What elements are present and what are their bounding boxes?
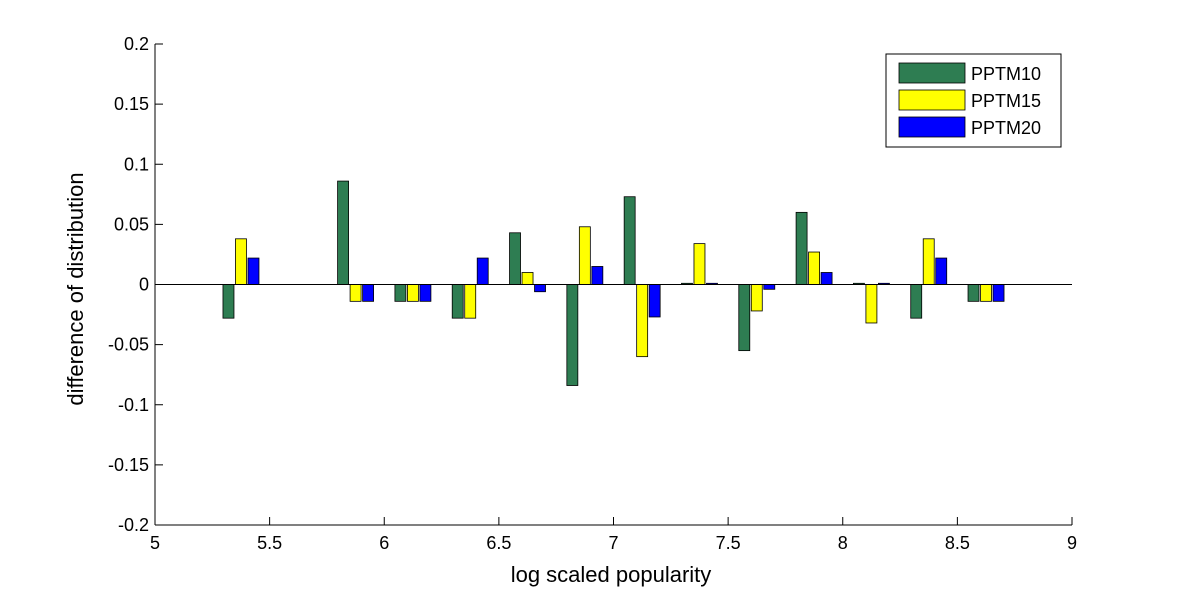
bar-pptm15-11 [922, 238, 935, 285]
x-tick-label: 6 [379, 533, 389, 553]
y-tick-label: -0.1 [118, 395, 149, 415]
x-axis-title: log scaled popularity [511, 562, 712, 587]
legend-swatch-pptm15 [898, 89, 966, 111]
bar-pptm15-0 [235, 238, 247, 285]
bar-pptm20-12 [992, 284, 1005, 302]
y-tick-label: -0.05 [108, 335, 149, 355]
x-tick-label: 5.5 [257, 533, 282, 553]
y-tick-label: -0.15 [108, 455, 149, 475]
y-tick-label: 0.1 [124, 154, 149, 174]
legend-label-pptm15: PPTM15 [971, 91, 1041, 111]
x-tick-label: 7.5 [716, 533, 741, 553]
bar-pptm20-0 [247, 257, 260, 285]
bar-pptm15-1 [349, 284, 362, 302]
y-tick-label: 0.2 [124, 34, 149, 54]
bar-pptm15-6 [636, 284, 649, 358]
bar-pptm15-7 [693, 243, 706, 285]
y-tick-labels: -0.2 -0.15 -0.1 -0.05 0 0.05 0.1 0.15 0.2 [108, 34, 149, 535]
bar-pptm15-10 [865, 284, 878, 324]
x-tick-label: 5 [150, 533, 160, 553]
x-tick-label: 6.5 [486, 533, 511, 553]
legend-swatch-pptm10 [898, 62, 966, 84]
bar-pptm15-4 [521, 272, 534, 285]
bar-pptm10-1 [337, 180, 349, 285]
bar-pptm10-6 [623, 196, 636, 285]
bar-pptm20-9 [820, 272, 833, 285]
bar-pptm10-8 [738, 284, 751, 352]
bar-pptm15-5 [578, 226, 591, 285]
y-tick-label: 0.05 [114, 214, 149, 234]
bar-pptm20-5 [591, 266, 604, 285]
y-tick-label: 0.15 [114, 94, 149, 114]
bar-pptm20-1 [362, 284, 374, 302]
y-tick-label: 0 [139, 275, 149, 295]
bar-pptm10-4 [509, 232, 521, 285]
bar-pptm15-2 [407, 284, 419, 302]
bar-pptm20-6 [648, 284, 661, 318]
bar-pptm20-3 [476, 257, 489, 285]
bar-pptm15-8 [750, 284, 763, 312]
axes [154, 43, 1073, 526]
bar-pptm20-2 [419, 284, 432, 302]
bar-pptm10-9 [795, 211, 808, 285]
bar-pptm15-9 [808, 251, 820, 285]
x-tick-label: 9 [1067, 533, 1077, 553]
bar-pptm10-12 [967, 284, 980, 302]
x-tick-label: 7 [608, 533, 618, 553]
x-tick-label: 8 [838, 533, 848, 553]
x-tick-labels: 5 5.5 6 6.5 7 7.5 8 8.5 9 [150, 533, 1077, 553]
bar-pptm10-2 [394, 284, 407, 302]
bar-pptm10-5 [566, 284, 579, 386]
y-tick-label: -0.2 [118, 515, 149, 535]
bar-pptm20-8 [763, 284, 776, 290]
bar-pptm20-4 [534, 284, 546, 293]
bar-pptm10-11 [910, 284, 923, 319]
legend-label-pptm20: PPTM20 [971, 118, 1041, 138]
bar-pptm15-3 [464, 284, 477, 319]
bar-pptm15-12 [980, 284, 992, 302]
legend-label-pptm10: PPTM10 [971, 64, 1041, 84]
bar-pptm10-3 [451, 284, 464, 319]
x-tick-label: 8.5 [945, 533, 970, 553]
legend: PPTM10 PPTM15 PPTM20 [885, 53, 1062, 148]
legend-swatch-pptm20 [898, 116, 966, 138]
bar-pptm20-11 [935, 257, 948, 285]
bar-pptm10-0 [222, 284, 235, 319]
y-axis-title: difference of distribution [63, 172, 88, 405]
